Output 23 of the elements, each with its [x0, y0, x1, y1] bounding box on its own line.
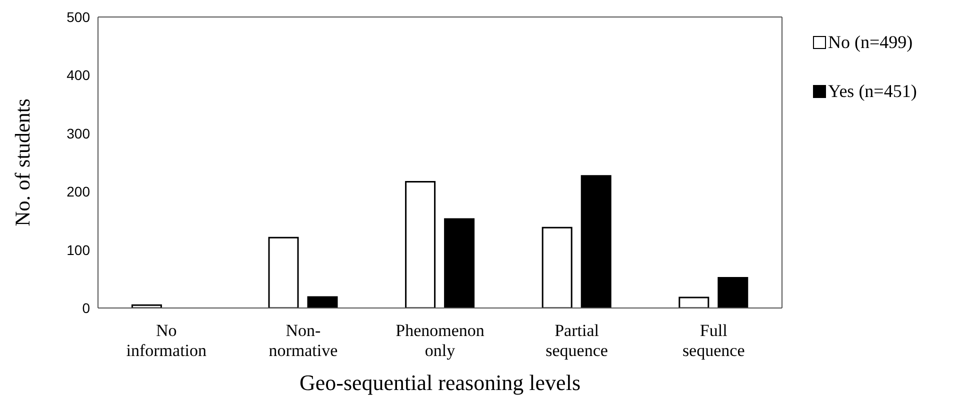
bar [678, 296, 710, 308]
y-tick-label: 0 [82, 300, 90, 316]
legend-label: Yes (n=451) [828, 81, 917, 102]
x-tick-label: Partial sequence [546, 321, 608, 360]
y-tick-label: 500 [66, 8, 90, 25]
bar [580, 175, 612, 308]
x-tick-label: Phenomenon only [396, 321, 485, 360]
y-tick-label: 400 [66, 67, 90, 84]
y-tick-label: 300 [66, 125, 90, 142]
x-axis-title: Geo-sequential reasoning levels [299, 370, 581, 395]
bar [307, 296, 338, 308]
bar [542, 226, 572, 308]
y-tick-label: 200 [66, 184, 90, 200]
y-axis-title: No. of students [10, 98, 34, 226]
y-tick-label: 100 [66, 242, 90, 258]
bar [405, 180, 436, 308]
x-tick-label: No information [126, 321, 208, 360]
bar [718, 276, 748, 308]
x-tick-label: Full sequence [682, 321, 745, 360]
bar [444, 218, 475, 308]
legend-label: No (n=499) [828, 32, 913, 53]
bar [268, 236, 299, 308]
x-tick-label: Non-normative [268, 321, 338, 360]
